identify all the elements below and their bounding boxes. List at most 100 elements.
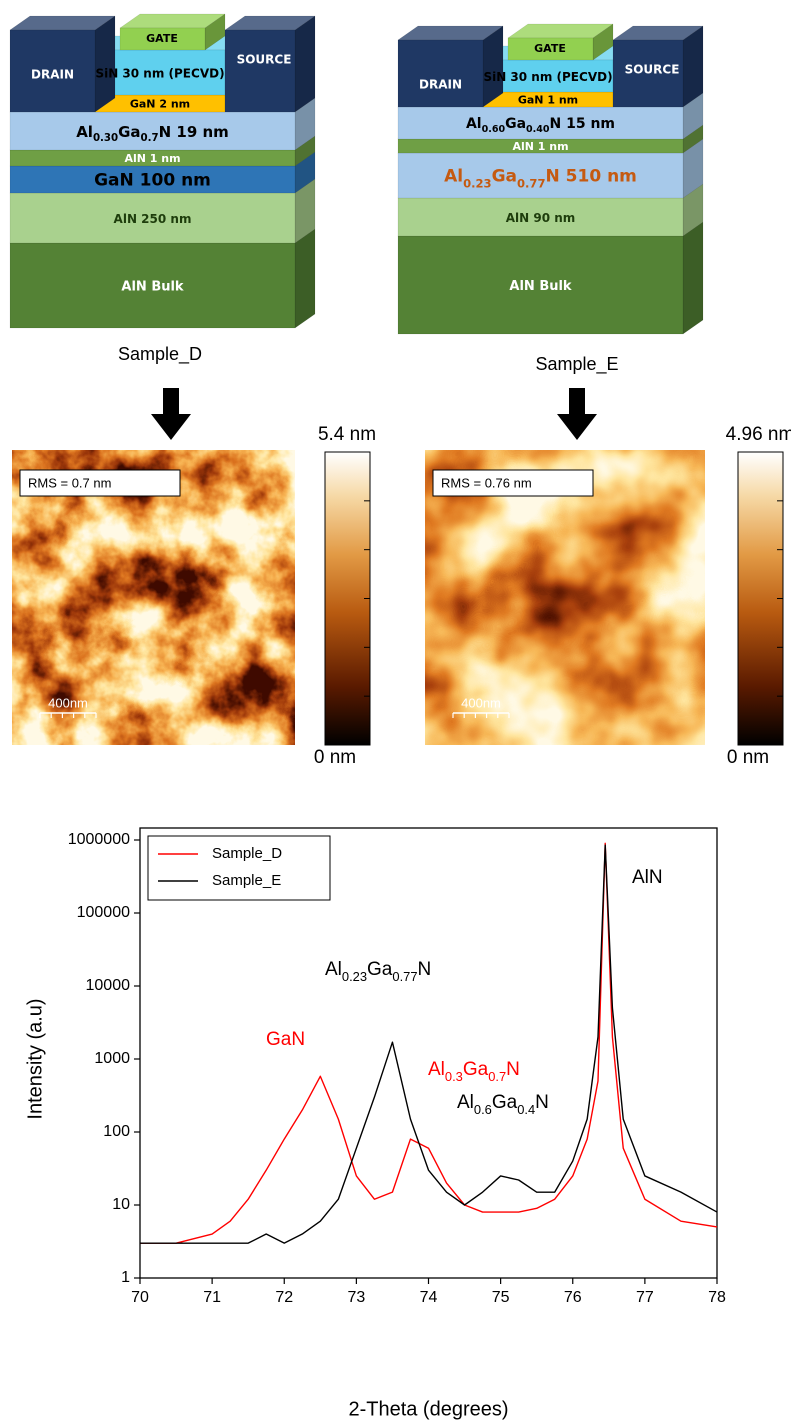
x-tick-label: 78	[708, 1289, 726, 1306]
text-part: AlN 90 nm	[506, 211, 576, 225]
colorbar	[737, 451, 784, 746]
x-tick-label: 77	[636, 1289, 654, 1306]
text-part: Al	[428, 1059, 445, 1080]
colorbar-min: 0 nm	[727, 747, 769, 768]
text-part: Ga	[505, 116, 526, 132]
label: AlN 250 nm	[114, 212, 192, 226]
text-part: Al	[444, 167, 463, 187]
text-part: Ga	[492, 1092, 518, 1113]
text-part: Al	[466, 116, 482, 132]
layer-front	[397, 235, 684, 335]
device: DRAIN SOURCE GATE SiN 30 nm (PECVD) GaN 1 nm…	[397, 23, 704, 335]
x-axis-label: 2-Theta (degrees)	[348, 1398, 508, 1420]
text-part: AlN 1 nm	[512, 140, 568, 153]
y-axis-label: Intensity (a.u)	[24, 998, 46, 1119]
label: AlN 1 nm	[124, 152, 180, 165]
text-part: N 19 nm	[159, 123, 229, 141]
label: AlN	[632, 867, 663, 888]
subscript: 0.77	[517, 176, 546, 190]
layer-front	[9, 242, 296, 329]
x-tick-label: 75	[492, 1289, 510, 1306]
label: GaN 2 nm	[130, 98, 190, 111]
subscript: 0.7	[488, 1069, 506, 1084]
label: GaN	[266, 1029, 305, 1050]
colorbar-max: 4.96 nm	[726, 424, 791, 445]
legend-label: Sample_D	[212, 845, 282, 862]
layer-front	[9, 165, 296, 194]
label: Al0.23Ga0.77N	[325, 959, 431, 984]
text-part: AlN 1 nm	[124, 152, 180, 165]
layer-side	[294, 228, 316, 329]
layer-front	[9, 192, 296, 244]
rms-box	[19, 469, 181, 497]
y-tick-label: 1	[121, 1269, 130, 1286]
layer-front	[9, 111, 296, 151]
gate-label: GATE	[534, 42, 566, 55]
text-part: Al	[76, 123, 93, 141]
x-tick-label: 71	[203, 1289, 221, 1306]
label: Al0.60Ga0.40N 15 nm	[466, 116, 615, 135]
text-part: Ga	[367, 959, 393, 980]
text-part: GaN 100 nm	[94, 171, 211, 191]
text-part: N 15 nm	[550, 116, 616, 132]
afm-image	[425, 450, 705, 745]
layer-front	[507, 37, 594, 61]
layer-side	[94, 15, 116, 113]
contact-label: SOURCE	[625, 63, 680, 77]
subscript: 0.3	[445, 1069, 463, 1084]
label: AlN Bulk	[509, 279, 572, 294]
text-part: N	[506, 1059, 520, 1080]
subscript: 0.77	[392, 969, 417, 984]
label: GaN 1 nm	[518, 94, 578, 107]
contact-label: SOURCE	[237, 53, 292, 67]
sample-label: Sample_E	[535, 354, 618, 375]
text-part: SiN 30 nm (PECVD)	[483, 70, 612, 84]
layer-side	[294, 15, 316, 113]
subscript: 0.6	[474, 1102, 492, 1117]
subscript: 0.23	[463, 176, 492, 190]
scale-label: 400nm	[461, 695, 501, 710]
layer-front	[612, 39, 684, 108]
colorbar	[324, 451, 371, 746]
series-line	[140, 844, 718, 1244]
afm-image	[12, 450, 295, 745]
text-part: AlN Bulk	[121, 279, 184, 294]
subscript: 0.7	[141, 133, 159, 144]
text-part: Ga	[463, 1059, 489, 1080]
label: Al0.3Ga0.7N	[428, 1059, 520, 1084]
colorbar-min: 0 nm	[314, 747, 356, 768]
text-part: N	[418, 959, 432, 980]
label: AlN 90 nm	[506, 211, 576, 225]
x-tick-label: 70	[131, 1289, 149, 1306]
layer-front	[397, 39, 484, 108]
y-tick-label: 1000000	[68, 831, 130, 848]
label: AlN Bulk	[121, 279, 184, 294]
x-tick-label: 74	[420, 1289, 438, 1306]
layer-front	[397, 152, 684, 199]
text-part: GaN	[266, 1029, 305, 1050]
contact-label: DRAIN	[31, 68, 74, 82]
y-tick-label: 10000	[86, 977, 131, 994]
text-part: Ga	[118, 123, 140, 141]
subscript: 0.40	[526, 124, 550, 135]
sample-label-box	[98, 338, 222, 372]
legend-label: Sample_E	[212, 872, 281, 889]
layer-side	[482, 25, 504, 108]
gate-label: GATE	[146, 32, 178, 45]
layer-front	[397, 197, 684, 237]
y-tick-label: 100	[103, 1123, 130, 1140]
y-tick-label: 100000	[77, 904, 130, 921]
scale-label: 400nm	[48, 695, 88, 710]
text-part: N	[535, 1092, 549, 1113]
label: GaN 100 nm	[94, 171, 211, 191]
text-part: AlN 250 nm	[114, 212, 192, 226]
text-part: Al	[457, 1092, 474, 1113]
y-tick-label: 1000	[94, 1050, 130, 1067]
layer-front	[94, 49, 226, 96]
label: Al0.6Ga0.4N	[457, 1092, 549, 1117]
label: SiN 30 nm (PECVD)	[483, 70, 612, 84]
layer-front	[9, 29, 96, 113]
rms-box	[432, 469, 594, 497]
x-tick-label: 76	[564, 1289, 582, 1306]
